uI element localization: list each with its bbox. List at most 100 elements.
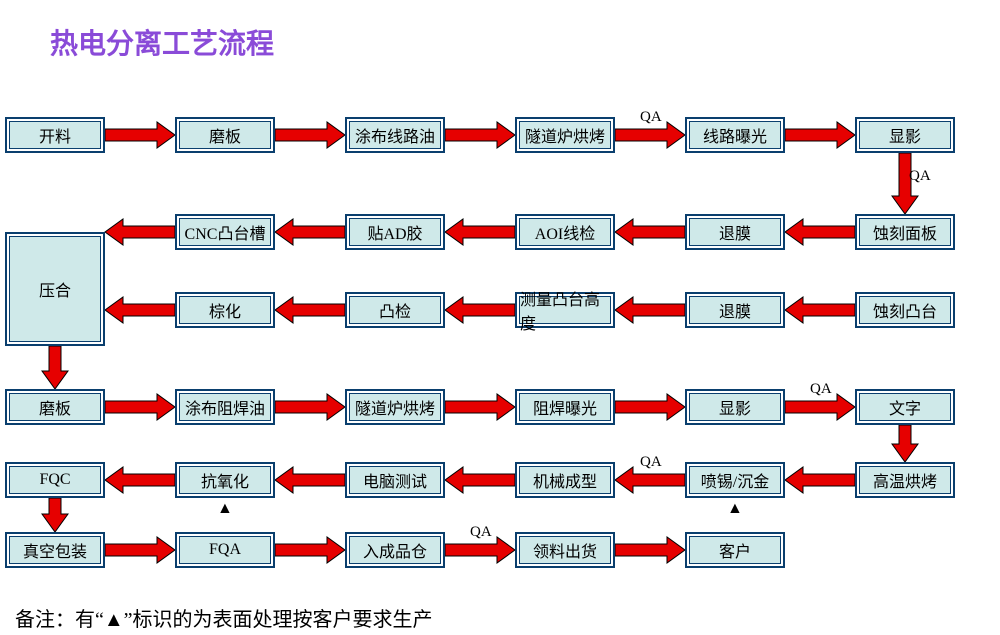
- n_tuimo2-label: 退膜: [689, 296, 781, 324]
- flow-arrow: [42, 346, 68, 389]
- n_tieAD: 贴AD胶: [345, 214, 445, 250]
- flow-arrow: [785, 467, 855, 493]
- n_kailiao-label: 开料: [9, 121, 101, 149]
- surface-treatment-marker: ▲: [727, 500, 743, 518]
- n_rucheng-label: 入成品仓: [349, 536, 441, 564]
- n_xianluexp-label: 线路曝光: [689, 121, 781, 149]
- flow-arrow: [892, 425, 918, 462]
- n_xianying1: 显影: [855, 117, 955, 153]
- n_tujian-label: 凸检: [349, 296, 441, 324]
- flow-arrow: [275, 122, 345, 148]
- n_penxi-label: 喷锡/沉金: [689, 466, 781, 494]
- flow-arrow: [105, 467, 175, 493]
- n_xianying2-label: 显影: [689, 393, 781, 421]
- n_jixie-label: 机械成型: [519, 466, 611, 494]
- flow-arrow: [785, 297, 855, 323]
- n_celiang-label: 测量凸台高度: [519, 296, 611, 324]
- flow-arrow: [105, 297, 175, 323]
- n_lingliao: 领料出货: [515, 532, 615, 568]
- n_kailiao: 开料: [5, 117, 105, 153]
- n_moban2: 磨板: [5, 389, 105, 425]
- flow-arrow: [275, 219, 345, 245]
- n_moban2-label: 磨板: [9, 393, 101, 421]
- flow-arrow: [105, 219, 175, 245]
- page-title: 热电分离工艺流程: [50, 22, 274, 62]
- n_kehu: 客户: [685, 532, 785, 568]
- n_tubuzuhan-label: 涂布阻焊油: [179, 393, 271, 421]
- n_xianying2: 显影: [685, 389, 785, 425]
- n_suidaolu2-label: 隧道炉烘烤: [349, 393, 441, 421]
- n_fqc-label: FQC: [9, 466, 101, 494]
- n_lingliao-label: 领料出货: [519, 536, 611, 564]
- n_celiang: 测量凸台高度: [515, 292, 615, 328]
- n_shiketu-label: 蚀刻凸台: [859, 296, 951, 324]
- n_zhenkong: 真空包装: [5, 532, 105, 568]
- n_xianying1-label: 显影: [859, 121, 951, 149]
- n_rucheng: 入成品仓: [345, 532, 445, 568]
- flow-arrow: [105, 394, 175, 420]
- arrows-layer: [0, 0, 1000, 635]
- n_suidaolu1-label: 隧道炉烘烤: [519, 121, 611, 149]
- n_jixie: 机械成型: [515, 462, 615, 498]
- flow-arrow: [785, 219, 855, 245]
- n_shikemian: 蚀刻面板: [855, 214, 955, 250]
- n_yahe: 压合: [5, 232, 105, 346]
- surface-treatment-marker: ▲: [217, 500, 233, 518]
- n_zuhanexp-label: 阻焊曝光: [519, 393, 611, 421]
- n_suidaolu1: 隧道炉烘烤: [515, 117, 615, 153]
- qa-label: QA: [909, 168, 931, 185]
- n_tuimo2: 退膜: [685, 292, 785, 328]
- n_aoi-label: AOI线检: [519, 218, 611, 246]
- flow-arrow: [42, 498, 68, 532]
- flow-arrow: [615, 394, 685, 420]
- flow-arrow: [105, 537, 175, 563]
- n_fqa-label: FQA: [179, 536, 271, 564]
- flow-arrow: [445, 394, 515, 420]
- n_tuimo1-label: 退膜: [689, 218, 781, 246]
- n_fqa: FQA: [175, 532, 275, 568]
- n_gaowen-label: 高温烘烤: [859, 466, 951, 494]
- n_tujian: 凸检: [345, 292, 445, 328]
- n_aoi: AOI线检: [515, 214, 615, 250]
- flow-arrow: [445, 219, 515, 245]
- n_tuimo1: 退膜: [685, 214, 785, 250]
- n_yahe-label: 压合: [9, 236, 101, 342]
- flow-arrow: [445, 297, 515, 323]
- n_tieAD-label: 贴AD胶: [349, 218, 441, 246]
- flow-arrow: [105, 122, 175, 148]
- flow-arrow: [275, 394, 345, 420]
- qa-label: QA: [640, 454, 662, 471]
- n_cnc-label: CNC凸台槽: [179, 218, 271, 246]
- qa-label: QA: [640, 109, 662, 126]
- flow-arrow: [615, 219, 685, 245]
- n_shiketu: 蚀刻凸台: [855, 292, 955, 328]
- n_shikemian-label: 蚀刻面板: [859, 218, 951, 246]
- n_cnc: CNC凸台槽: [175, 214, 275, 250]
- flowchart-stage: 热电分离工艺流程开料磨板涂布线路油隧道炉烘烤线路曝光显影CNC凸台槽贴AD胶AO…: [0, 0, 1000, 635]
- n_suidaolu2: 隧道炉烘烤: [345, 389, 445, 425]
- n_moban1-label: 磨板: [179, 121, 271, 149]
- flow-arrow: [275, 537, 345, 563]
- n_penxi: 喷锡/沉金: [685, 462, 785, 498]
- n_gaowen: 高温烘烤: [855, 462, 955, 498]
- flow-arrow: [275, 467, 345, 493]
- qa-label: QA: [470, 524, 492, 541]
- n_kehu-label: 客户: [689, 536, 781, 564]
- n_wenzi-label: 文字: [859, 393, 951, 421]
- flow-arrow: [275, 297, 345, 323]
- n_xianluexp: 线路曝光: [685, 117, 785, 153]
- n_kangyang-label: 抗氧化: [179, 466, 271, 494]
- n_fqc: FQC: [5, 462, 105, 498]
- n_diannao: 电脑测试: [345, 462, 445, 498]
- n_tubuxianluyou: 涂布线路油: [345, 117, 445, 153]
- qa-label: QA: [810, 381, 832, 398]
- n_moban1: 磨板: [175, 117, 275, 153]
- footnote: 备注：有“▲”标识的为表面处理按客户要求生产: [15, 603, 433, 632]
- n_zhenkong-label: 真空包装: [9, 536, 101, 564]
- flow-arrow: [445, 122, 515, 148]
- n_tubuzuhan: 涂布阻焊油: [175, 389, 275, 425]
- flow-arrow: [445, 467, 515, 493]
- n_zuhanexp: 阻焊曝光: [515, 389, 615, 425]
- flow-arrow: [615, 537, 685, 563]
- n_zonghua-label: 棕化: [179, 296, 271, 324]
